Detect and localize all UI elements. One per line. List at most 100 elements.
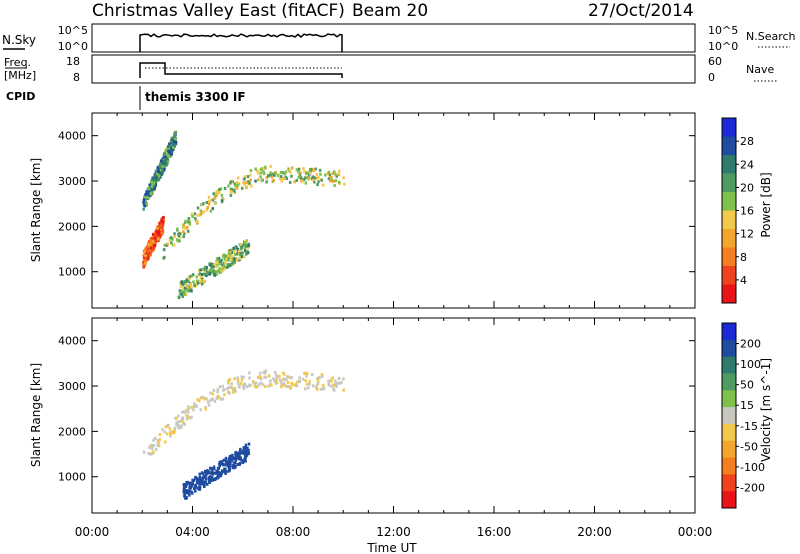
- heatmap-cell: [224, 460, 228, 464]
- heatmap-cell: [155, 174, 159, 178]
- heatmap-cell: [232, 188, 236, 192]
- heatmap-cell: [216, 476, 219, 480]
- heatmap-cell: [194, 217, 197, 221]
- colorbar-swatch: [722, 440, 736, 459]
- colorbar-swatch: [722, 266, 736, 285]
- heatmap-cell: [319, 172, 322, 176]
- heatmap-cell: [169, 430, 172, 434]
- heatmap-cell: [178, 235, 182, 239]
- heatmap-cell: [192, 478, 196, 482]
- heatmap-cell: [244, 446, 248, 450]
- heatmap-cell: [243, 458, 246, 462]
- heatmap-cell: [185, 417, 189, 421]
- heatmap-cell: [227, 251, 231, 255]
- heatmap-cell: [243, 182, 247, 186]
- heatmap-cell: [200, 272, 204, 276]
- heatmap-cell: [216, 395, 219, 399]
- heatmap-cell: [333, 184, 336, 188]
- heatmap-cell: [239, 382, 243, 386]
- heatmap-cell: [224, 471, 227, 475]
- heatmap-cell: [301, 180, 304, 184]
- heatmap-cell: [246, 446, 249, 450]
- heatmap-cell: [194, 282, 198, 286]
- heatmap-cell: [259, 171, 263, 175]
- heatmap-cell: [334, 382, 338, 386]
- heatmap-cell: [162, 157, 166, 161]
- heatmap-cell: [215, 193, 218, 197]
- heatmap-cell: [146, 252, 149, 256]
- freq-tick-top: 18: [66, 55, 80, 68]
- heatmap-cell: [153, 234, 157, 238]
- heatmap-cell: [245, 244, 248, 248]
- heatmap-cell: [308, 382, 311, 386]
- heatmap-cell: [150, 236, 154, 240]
- heatmap-cell: [163, 162, 166, 166]
- heatmap-cell: [227, 379, 230, 383]
- heatmap-cell: [165, 243, 168, 247]
- heatmap-cell: [283, 172, 287, 176]
- heatmap-cell: [184, 483, 188, 487]
- heatmap-cell: [216, 388, 220, 392]
- heatmap-cell: [187, 286, 190, 290]
- heatmap-cell: [223, 264, 226, 268]
- heatmap-cell: [231, 466, 235, 470]
- heatmap-cell: [164, 160, 168, 164]
- heatmap-cell: [273, 370, 277, 374]
- freq-trace: [139, 62, 343, 78]
- heatmap-cell: [168, 427, 172, 431]
- heatmap-cell: [230, 249, 234, 253]
- heatmap-cell: [228, 378, 232, 382]
- heatmap-cell: [182, 235, 185, 239]
- heatmap-cell: [275, 381, 279, 385]
- heatmap-cell: [170, 152, 173, 156]
- power-ylabel: Slant Range [km]: [29, 158, 43, 262]
- heatmap-cell: [283, 177, 286, 181]
- heatmap-cell: [337, 169, 341, 173]
- heatmap-cell: [227, 258, 230, 262]
- heatmap-cell: [327, 177, 331, 181]
- y-tick-label: 4000: [58, 130, 86, 143]
- heatmap-cell: [151, 243, 154, 247]
- heatmap-cell: [215, 272, 219, 276]
- nsearch-label: N.Search: [746, 30, 796, 43]
- heatmap-cell: [144, 247, 148, 251]
- heatmap-cell: [317, 180, 320, 184]
- heatmap-cell: [185, 278, 189, 282]
- heatmap-cell: [188, 493, 191, 497]
- heatmap-cell: [338, 381, 342, 385]
- heatmap-cell: [163, 152, 167, 156]
- heatmap-cell: [326, 172, 329, 176]
- heatmap-cell: [177, 414, 180, 418]
- heatmap-cell: [330, 379, 333, 383]
- heatmap-cell: [173, 232, 176, 236]
- heatmap-cell: [304, 171, 308, 175]
- heatmap-cell: [285, 378, 288, 382]
- velocity-colorbar-label: Velocity [m s^-1]: [759, 358, 773, 462]
- heatmap-cell: [191, 478, 194, 482]
- heatmap-cell: [208, 271, 212, 275]
- heatmap-cell: [264, 369, 268, 373]
- heatmap-cell: [297, 167, 301, 171]
- heatmap-cell: [204, 470, 207, 474]
- heatmap-cell: [142, 198, 146, 202]
- heatmap-cell: [180, 292, 183, 296]
- heatmap-cell: [185, 288, 188, 292]
- heatmap-cell: [249, 178, 252, 182]
- heatmap-cell: [245, 453, 248, 457]
- x-tick-label: 08:00: [276, 525, 311, 539]
- heatmap-cell: [299, 171, 302, 175]
- colorbar-tick-label: 4: [740, 274, 747, 287]
- heatmap-cell: [149, 452, 152, 456]
- heatmap-cell: [210, 268, 213, 272]
- heatmap-cell: [142, 263, 146, 267]
- heatmap-cell: [186, 229, 190, 233]
- heatmap-cell: [200, 396, 204, 400]
- colorbar-swatch: [722, 390, 736, 408]
- heatmap-cell: [233, 257, 236, 261]
- heatmap-cell: [223, 393, 226, 397]
- colorbar-tick-label: -200: [740, 481, 765, 494]
- heatmap-cell: [239, 252, 242, 256]
- heatmap-cell: [155, 169, 158, 173]
- heatmap-cell: [227, 381, 230, 385]
- heatmap-cell: [196, 213, 200, 217]
